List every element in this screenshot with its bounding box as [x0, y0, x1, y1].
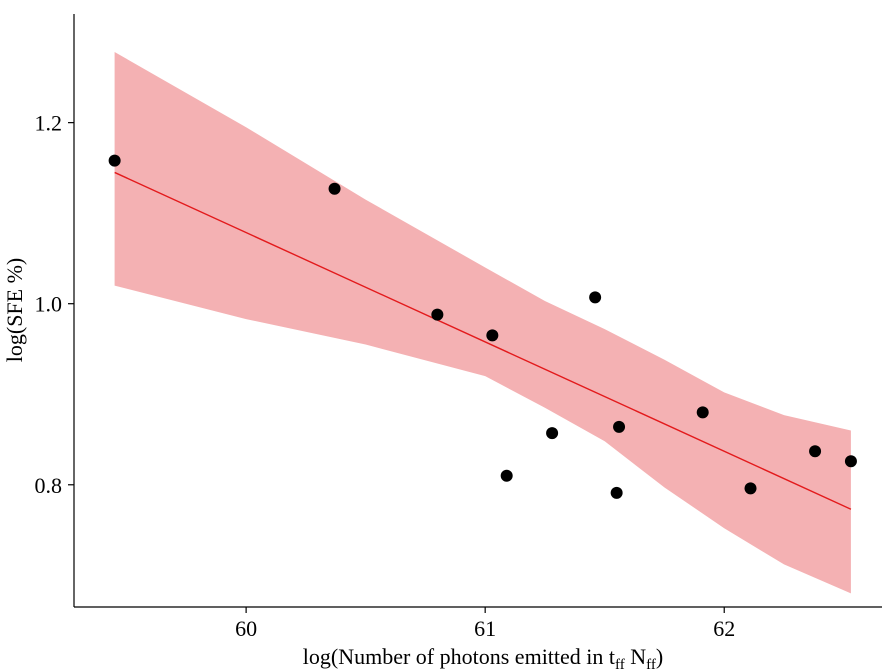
- data-point: [431, 308, 444, 321]
- y-tick-label: 1.0: [35, 292, 63, 317]
- y-axis-title: log(SFE %): [2, 258, 27, 363]
- data-point: [744, 482, 757, 495]
- data-point: [613, 420, 626, 433]
- data-point: [486, 329, 499, 342]
- y-tick-label: 0.8: [35, 473, 63, 498]
- x-tick-label: 62: [713, 616, 735, 641]
- x-axis-title: log(Number of photons emitted in tff Nff…: [303, 644, 663, 671]
- data-point: [546, 427, 559, 440]
- y-ticks: 0.8 1.0 1.2: [35, 111, 74, 498]
- x-ticks: 60 61 62: [235, 607, 735, 641]
- x-tick-label: 61: [474, 616, 496, 641]
- confidence-band-layer: [114, 52, 851, 594]
- data-point: [696, 406, 709, 419]
- x-axis-title-prefix: log(Number of photons emitted in t: [303, 644, 615, 669]
- fit-line-layer: [114, 171, 852, 510]
- confidence-band: [114, 52, 851, 594]
- data-point: [844, 455, 857, 468]
- data-point: [500, 469, 513, 482]
- data-point: [108, 154, 121, 167]
- x-tick-label: 60: [235, 616, 257, 641]
- y-tick-label: 1.2: [35, 111, 63, 136]
- data-point: [328, 182, 341, 195]
- data-point: [809, 445, 822, 458]
- data-points-layer: [108, 154, 857, 499]
- regression-line: [114, 171, 852, 510]
- data-point: [610, 486, 623, 499]
- x-axis-title-sub1: ff: [615, 657, 625, 671]
- x-axis-title-suffix: ): [656, 644, 663, 669]
- x-axis-title-mid: N: [625, 644, 647, 669]
- data-point: [589, 291, 602, 304]
- x-axis-title-sub2: ff: [646, 657, 656, 671]
